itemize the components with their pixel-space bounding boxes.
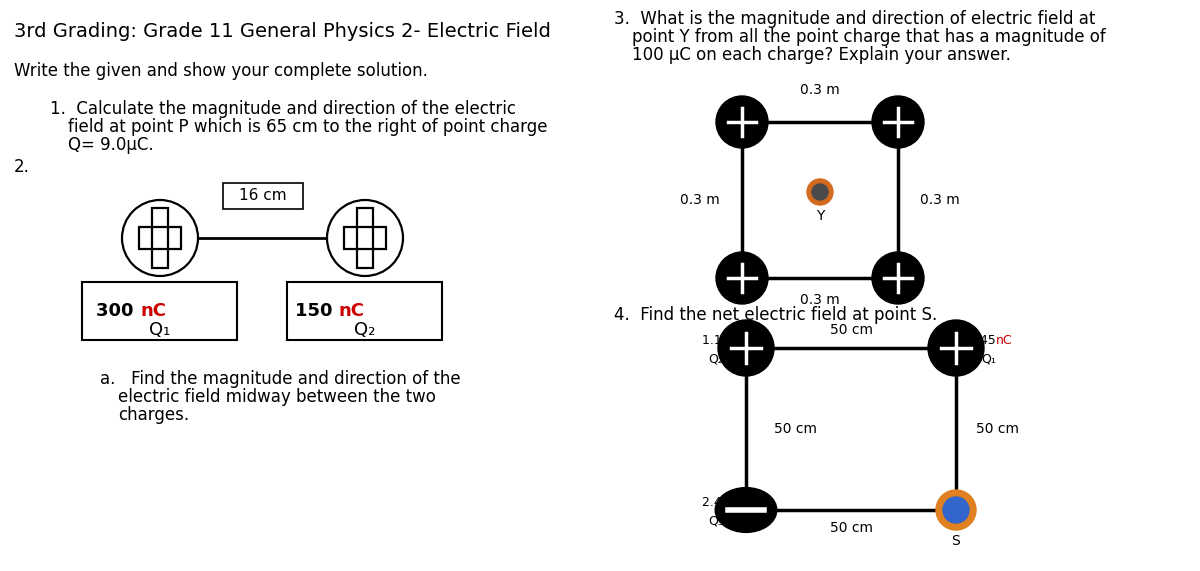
Text: 0.3 m: 0.3 m <box>920 193 960 207</box>
Text: 50 cm: 50 cm <box>829 323 872 337</box>
Bar <box>222 183 302 209</box>
Circle shape <box>928 320 984 376</box>
Circle shape <box>326 200 403 276</box>
Circle shape <box>872 96 924 148</box>
Bar <box>287 282 442 340</box>
Circle shape <box>122 200 198 276</box>
Circle shape <box>716 252 768 304</box>
Text: Q₃: Q₃ <box>708 515 724 528</box>
Bar <box>139 227 181 248</box>
Text: charges.: charges. <box>118 406 190 424</box>
Circle shape <box>812 184 828 200</box>
Text: nC: nC <box>340 302 365 320</box>
Text: nC: nC <box>734 496 751 509</box>
Text: 50 cm: 50 cm <box>977 422 1020 436</box>
Text: Q₁: Q₁ <box>149 321 170 339</box>
Text: 50 cm: 50 cm <box>829 521 872 535</box>
Circle shape <box>716 96 768 148</box>
Text: 4.  Find the net electric field at point S.: 4. Find the net electric field at point … <box>614 306 937 324</box>
Text: Write the given and show your complete solution.: Write the given and show your complete s… <box>14 62 428 80</box>
Text: Q₁: Q₁ <box>982 353 996 366</box>
Bar <box>151 208 168 268</box>
Bar <box>82 282 238 340</box>
Text: Q₂: Q₂ <box>354 321 376 339</box>
Text: 1.  Calculate the magnitude and direction of the electric: 1. Calculate the magnitude and direction… <box>50 100 516 118</box>
Text: 50 cm: 50 cm <box>774 422 817 436</box>
Text: 300: 300 <box>96 302 140 320</box>
Text: 2.: 2. <box>14 158 30 176</box>
Text: Y: Y <box>816 209 824 223</box>
Text: 0.3 m: 0.3 m <box>680 193 720 207</box>
Text: nC: nC <box>140 302 166 320</box>
Text: 150: 150 <box>295 302 340 320</box>
Text: nC: nC <box>734 334 751 347</box>
Text: nC: nC <box>996 334 1013 347</box>
Text: 0.3 m: 0.3 m <box>800 83 840 97</box>
Text: 16 cm: 16 cm <box>239 188 287 203</box>
Bar <box>356 208 373 268</box>
Text: electric field midway between the two: electric field midway between the two <box>118 388 436 406</box>
Text: 3.45: 3.45 <box>968 334 1000 347</box>
Text: Q₂: Q₂ <box>708 353 724 366</box>
Text: 3rd Grading: Grade 11 General Physics 2- Electric Field: 3rd Grading: Grade 11 General Physics 2-… <box>14 22 551 41</box>
Circle shape <box>872 252 924 304</box>
Text: point Y from all the point charge that has a magnitude of: point Y from all the point charge that h… <box>632 28 1105 46</box>
Circle shape <box>808 179 833 205</box>
Circle shape <box>943 497 970 523</box>
Text: a.   Find the magnitude and direction of the: a. Find the magnitude and direction of t… <box>100 370 461 388</box>
Text: Q= 9.0μC.: Q= 9.0μC. <box>68 136 154 154</box>
Text: 2.45: 2.45 <box>702 496 734 509</box>
Circle shape <box>936 490 976 530</box>
Text: 1.19: 1.19 <box>702 334 734 347</box>
Text: S: S <box>952 534 960 548</box>
Circle shape <box>718 320 774 376</box>
Text: 3.  What is the magnitude and direction of electric field at: 3. What is the magnitude and direction o… <box>614 10 1096 28</box>
Text: 0.3 m: 0.3 m <box>800 293 840 307</box>
Text: field at point P which is 65 cm to the right of point charge: field at point P which is 65 cm to the r… <box>68 118 547 136</box>
Bar <box>344 227 386 248</box>
Ellipse shape <box>715 488 776 532</box>
Text: 100 μC on each charge? Explain your answer.: 100 μC on each charge? Explain your answ… <box>632 46 1010 64</box>
